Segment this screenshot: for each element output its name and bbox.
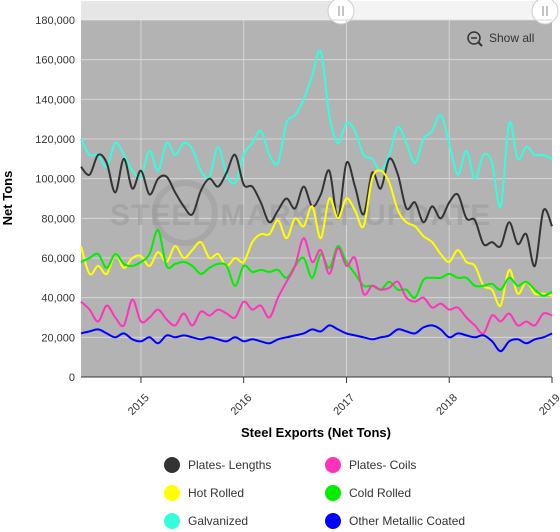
navigator-left-handle[interactable] [327, 0, 355, 25]
watermark-globe-icon [152, 180, 218, 246]
legend-item-other-metallic-coated[interactable]: Other Metallic Coated [325, 513, 465, 529]
x-tick-label: 2015 [126, 392, 152, 418]
legend-label[interactable]: Galvanized [188, 514, 248, 528]
y-tick-label: 0 [69, 372, 75, 384]
y-tick-label: 20,000 [41, 332, 75, 344]
y-tick-label: 60,000 [41, 253, 75, 265]
legend-item-plates-coils[interactable]: Plates- Coils [325, 457, 416, 473]
y-axis-title: Net Tons [0, 171, 15, 226]
x-tick-label: 2017 [331, 392, 357, 418]
y-tick-label: 120,000 [35, 134, 75, 146]
legend-marker[interactable] [325, 457, 341, 473]
show-all-button[interactable]: Show all [467, 31, 534, 47]
y-tick-label: 40,000 [41, 293, 75, 305]
series-line-cold-rolled[interactable] [80, 229, 553, 299]
y-tick-label: 100,000 [35, 174, 75, 186]
navigator-selection[interactable] [341, 1, 552, 19]
y-tick-label: 160,000 [35, 55, 75, 67]
legend-label[interactable]: Other Metallic Coated [349, 514, 465, 528]
y-tick-label: 140,000 [35, 94, 75, 106]
series-line-hot-rolled[interactable] [80, 169, 553, 307]
legend-item-hot-rolled[interactable]: Hot Rolled [164, 485, 244, 501]
series-lines [80, 49, 553, 353]
legend-marker[interactable] [164, 457, 180, 473]
y-axis-ticks: 0 20,000 40,000 60,000 80,000 100,000 120,000 1… [35, 15, 75, 384]
legend-marker[interactable] [325, 513, 341, 529]
legend-marker[interactable] [164, 513, 180, 529]
series-line-plates-coils[interactable] [80, 237, 553, 335]
legend-marker[interactable] [325, 485, 341, 501]
series-line-other-metallic-coated[interactable] [80, 324, 553, 353]
navigator-bar[interactable] [81, 0, 559, 25]
legend-label[interactable]: Plates- Coils [349, 458, 416, 472]
legend-item-galvanized[interactable]: Galvanized [164, 513, 248, 529]
x-tick-label: 2016 [229, 392, 255, 418]
legend: Plates- Lengths Plates- Coils Hot Rolled Co… [164, 457, 465, 529]
legend-label[interactable]: Plates- Lengths [188, 458, 271, 472]
legend-item-plates-lengths[interactable]: Plates- Lengths [164, 457, 271, 473]
y-tick-label: 180,000 [35, 15, 75, 27]
zoom-out-icon[interactable] [467, 31, 481, 45]
navigator-right-handle[interactable] [531, 0, 559, 25]
legend-label[interactable]: Cold Rolled [349, 486, 411, 500]
x-axis-ticks: 2015 2016 2017 2018 2019 [126, 377, 560, 418]
x-axis-title: Steel Exports (Net Tons) [241, 425, 391, 440]
legend-item-cold-rolled[interactable]: Cold Rolled [325, 485, 411, 501]
legend-label[interactable]: Hot Rolled [188, 486, 244, 500]
x-tick-label: 2018 [434, 392, 460, 418]
legend-marker[interactable] [164, 485, 180, 501]
plot-background [81, 20, 552, 377]
watermark-text: STEEL MARKET UPDATE [110, 199, 491, 232]
series-line-plates-lengths[interactable] [80, 153, 553, 267]
x-tick-label: 2019 [537, 392, 560, 418]
y-tick-label: 80,000 [41, 213, 75, 225]
series-line-galvanized[interactable] [80, 49, 553, 208]
show-all-label[interactable]: Show all [489, 31, 534, 45]
